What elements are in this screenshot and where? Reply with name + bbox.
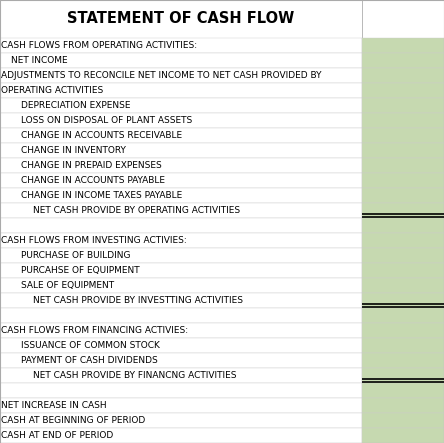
Bar [0,98,362,113]
Bar [0,68,362,83]
Bar [0,173,362,188]
Bar [362,188,444,203]
Text: NET INCOME: NET INCOME [11,56,68,65]
Bar [0,0,362,38]
Bar [362,68,444,83]
Text: CASH FLOWS FROM FINANCING ACTIVIES:: CASH FLOWS FROM FINANCING ACTIVIES: [1,326,188,335]
Bar [0,323,362,338]
Bar [362,173,444,188]
Bar [362,128,444,143]
Bar [362,308,444,323]
Bar [362,53,444,68]
Bar [362,83,444,98]
Bar [362,203,444,218]
Bar [362,113,444,128]
Text: DEPRECIATION EXPENSE: DEPRECIATION EXPENSE [21,101,131,110]
Bar [0,203,362,218]
Text: STATEMENT OF CASH FLOW: STATEMENT OF CASH FLOW [67,12,294,26]
Bar [362,0,444,38]
Text: ADJUSTMENTS TO RECONCILE NET INCOME TO NET CASH PROVIDED BY: ADJUSTMENTS TO RECONCILE NET INCOME TO N… [1,71,322,80]
Bar [0,158,362,173]
Text: CHANGE IN INVENTORY: CHANGE IN INVENTORY [21,146,126,155]
Bar [0,38,362,53]
Bar [0,428,362,443]
Bar [0,113,362,128]
Bar [0,353,362,368]
Bar [0,83,362,98]
Bar [0,383,362,398]
Text: CASH FLOWS FROM OPERATING ACTIVITIES:: CASH FLOWS FROM OPERATING ACTIVITIES: [1,41,198,50]
Bar [362,368,444,383]
Bar [0,218,362,233]
Bar [0,278,362,293]
Bar [0,233,362,248]
Bar [362,398,444,413]
Bar [0,143,362,158]
Bar [0,308,362,323]
Text: LOSS ON DISPOSAL OF PLANT ASSETS: LOSS ON DISPOSAL OF PLANT ASSETS [21,116,193,125]
Bar [0,413,362,428]
Bar [0,128,362,143]
Bar [362,338,444,353]
Text: ISSUANCE OF COMMON STOCK: ISSUANCE OF COMMON STOCK [21,341,160,350]
Text: OPERATING ACTIVITIES: OPERATING ACTIVITIES [1,85,103,95]
Bar [0,368,362,383]
Bar [362,263,444,278]
Bar [0,188,362,203]
Text: CHANGE IN ACCOUNTS RECEIVABLE: CHANGE IN ACCOUNTS RECEIVABLE [21,131,182,140]
Text: NET CASH PROVIDE BY FINANCNG ACTIVITIES: NET CASH PROVIDE BY FINANCNG ACTIVITIES [33,371,237,380]
Bar [0,248,362,263]
Bar [362,158,444,173]
Bar [362,233,444,248]
Bar [0,398,362,413]
Bar [362,38,444,53]
Bar [0,53,362,68]
Text: CASH AT END OF PERIOD: CASH AT END OF PERIOD [1,431,114,440]
Bar [362,278,444,293]
Text: CHANGE IN ACCOUNTS PAYABLE: CHANGE IN ACCOUNTS PAYABLE [21,176,165,185]
Bar [362,218,444,233]
Bar [0,338,362,353]
Text: NET CASH PROVIDE BY OPERATING ACTIVITIES: NET CASH PROVIDE BY OPERATING ACTIVITIES [33,206,240,215]
Text: NET CASH PROVIDE BY INVESTTING ACTIVITIES: NET CASH PROVIDE BY INVESTTING ACTIVITIE… [33,296,243,305]
Bar [362,413,444,428]
Text: NET INCREASE IN CASH: NET INCREASE IN CASH [1,401,107,410]
Bar [362,383,444,398]
Bar [362,248,444,263]
Bar [362,323,444,338]
Text: PAYMENT OF CASH DIVIDENDS: PAYMENT OF CASH DIVIDENDS [21,356,158,365]
Text: SALE OF EQUIPMENT: SALE OF EQUIPMENT [21,281,115,290]
Bar [362,353,444,368]
Bar [362,293,444,308]
Text: PURCHASE OF BUILDING: PURCHASE OF BUILDING [21,251,131,260]
Text: CASH AT BEGINNING OF PERIOD: CASH AT BEGINNING OF PERIOD [1,416,146,425]
Bar [0,263,362,278]
Bar [362,428,444,443]
Text: CHANGE IN PREPAID EXPENSES: CHANGE IN PREPAID EXPENSES [21,161,162,170]
Text: CHANGE IN INCOME TAXES PAYABLE: CHANGE IN INCOME TAXES PAYABLE [21,191,182,200]
Bar [0,293,362,308]
Bar [362,98,444,113]
Bar [362,143,444,158]
Text: PURCAHSE OF EQUIPMENT: PURCAHSE OF EQUIPMENT [21,266,140,275]
Text: CASH FLOWS FROM INVESTING ACTIVIES:: CASH FLOWS FROM INVESTING ACTIVIES: [1,236,187,245]
